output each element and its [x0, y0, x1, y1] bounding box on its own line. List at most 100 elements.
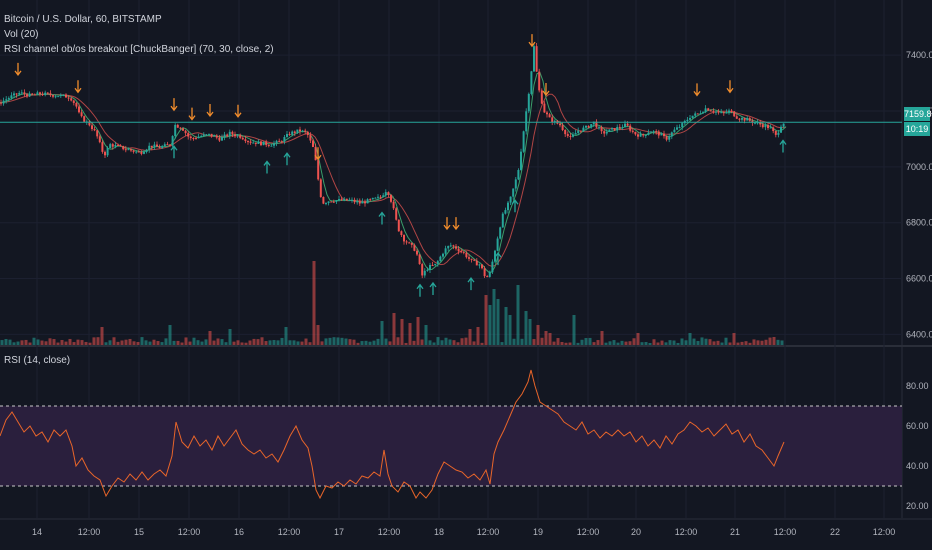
candle-body — [621, 127, 624, 129]
volume-bar — [528, 319, 532, 345]
volume-bar — [456, 342, 460, 345]
candle-body — [572, 134, 574, 137]
volume-bar — [504, 307, 508, 345]
volume-bar — [344, 338, 348, 345]
candle-body — [465, 252, 468, 258]
volume-bar — [624, 341, 628, 345]
candle-body — [522, 131, 525, 152]
candle-body — [598, 127, 600, 129]
volume-bar — [352, 339, 356, 345]
candle-body — [660, 133, 663, 136]
volume-bar — [600, 331, 604, 345]
candle-body — [637, 134, 639, 137]
candle-body — [439, 256, 442, 262]
volume-bar — [152, 339, 156, 345]
volume-bar — [184, 337, 188, 345]
rsi-tick-label: 80.00 — [906, 381, 929, 391]
candle-body — [754, 122, 756, 124]
volume-bar — [80, 340, 84, 345]
candle-body — [639, 134, 642, 137]
candle-body — [746, 118, 749, 121]
candle-body — [96, 130, 99, 137]
volume-bar — [572, 315, 576, 345]
volume-bar — [340, 337, 344, 345]
volume-bar — [332, 337, 336, 345]
volume-bar — [708, 339, 712, 345]
candle-body — [613, 128, 616, 131]
candle-body — [618, 126, 621, 128]
candle-body — [192, 138, 195, 140]
candle-body — [605, 131, 608, 134]
candle-body — [670, 132, 673, 137]
x-tick-label: 12:00 — [178, 527, 201, 537]
candle-body — [553, 120, 556, 123]
volume-bar — [96, 337, 100, 345]
volume-bar — [428, 340, 432, 345]
volume-bar — [16, 341, 20, 345]
volume-bar — [308, 342, 312, 345]
candle-body — [156, 144, 158, 147]
x-tick-label: 12:00 — [577, 527, 600, 537]
candle-body — [447, 245, 450, 249]
volume-bar — [408, 323, 412, 345]
x-tick-label: 12:00 — [873, 527, 896, 537]
candle-body — [527, 93, 530, 112]
candle-body — [75, 102, 78, 107]
candle-body — [595, 121, 598, 128]
volume-bar — [328, 337, 332, 345]
candle-body — [655, 131, 658, 133]
volume-bar — [776, 339, 780, 345]
candle-body — [491, 261, 494, 273]
candle-body — [301, 130, 304, 132]
candle-body — [13, 93, 15, 96]
volume-bar — [764, 339, 768, 345]
candle-body — [686, 119, 689, 121]
volume-bar — [540, 337, 544, 345]
candle-body — [668, 136, 671, 140]
candle-body — [314, 146, 317, 161]
candle-body — [39, 92, 41, 95]
candle-body — [585, 125, 587, 128]
price-tick-label: 7400.00 — [906, 50, 932, 60]
candle-body — [603, 131, 606, 134]
candle-body — [208, 133, 210, 135]
volume-bar — [276, 340, 280, 345]
buy-signal-arrow — [494, 252, 502, 266]
volume-bar — [304, 338, 308, 345]
candle-body — [429, 265, 431, 270]
candle-body — [509, 196, 512, 203]
volume-bar — [608, 341, 612, 345]
candle-body — [241, 137, 244, 140]
candle-body — [179, 127, 182, 129]
candle-body — [221, 137, 223, 141]
sell-signal-arrow — [528, 34, 536, 48]
volume-bar — [592, 342, 596, 345]
price-tick-label: 7000.00 — [906, 162, 932, 172]
volume-bar — [736, 342, 740, 345]
candle-body — [106, 148, 109, 156]
volume-bar — [468, 329, 472, 345]
volume-bar — [72, 342, 76, 345]
volume-bar — [284, 327, 288, 345]
indicator-legend: RSI channel ob/os breakout [ChuckBanger]… — [4, 44, 274, 55]
volume-bar — [224, 342, 228, 345]
volume-bar — [596, 340, 600, 345]
volume-bar — [4, 339, 8, 345]
volume-bar — [100, 327, 104, 345]
candle-body — [218, 137, 221, 141]
volume-bar — [568, 342, 572, 345]
sell-signal-arrow — [170, 98, 178, 112]
x-tick-label: 12:00 — [278, 527, 301, 537]
candle-body — [54, 96, 57, 98]
candle-body — [166, 144, 169, 146]
candle-body — [345, 198, 348, 201]
candle-body — [634, 131, 637, 135]
candle-body — [569, 135, 572, 137]
volume-bar — [336, 337, 340, 345]
volume-bar — [416, 317, 420, 345]
volume-bar — [124, 339, 128, 345]
candle-body — [358, 201, 361, 204]
candle-body — [338, 199, 340, 201]
candle-body — [722, 112, 725, 114]
